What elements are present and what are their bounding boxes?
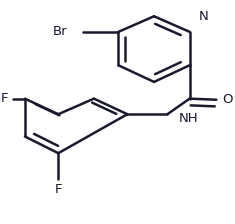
Text: F: F	[1, 92, 8, 105]
Text: NH: NH	[179, 112, 198, 125]
Text: F: F	[55, 183, 62, 196]
Text: O: O	[222, 93, 232, 106]
Text: Br: Br	[53, 25, 67, 38]
Text: N: N	[199, 10, 208, 23]
